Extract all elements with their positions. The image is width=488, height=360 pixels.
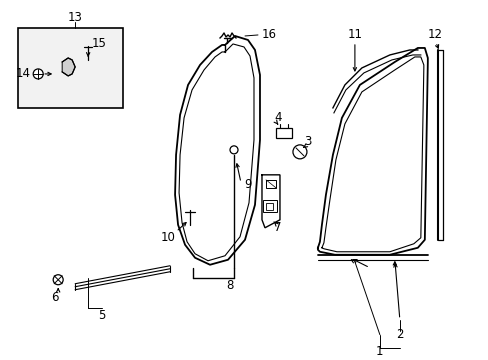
Bar bbox=[265, 203, 272, 210]
Text: 5: 5 bbox=[98, 309, 105, 322]
Circle shape bbox=[53, 275, 63, 285]
Text: 11: 11 bbox=[346, 28, 362, 41]
Text: 6: 6 bbox=[51, 291, 59, 304]
Bar bbox=[265, 180, 275, 188]
Text: 13: 13 bbox=[67, 12, 82, 24]
Circle shape bbox=[33, 69, 43, 79]
Ellipse shape bbox=[229, 146, 238, 154]
Text: 12: 12 bbox=[427, 28, 442, 41]
Bar bbox=[263, 200, 276, 212]
Text: 8: 8 bbox=[226, 279, 233, 292]
Bar bbox=[275, 128, 291, 138]
Text: 7: 7 bbox=[274, 221, 281, 234]
Text: 1: 1 bbox=[375, 345, 383, 358]
Bar bbox=[18, 28, 123, 108]
Text: 4: 4 bbox=[274, 111, 281, 125]
Polygon shape bbox=[62, 58, 75, 76]
Text: 15: 15 bbox=[92, 37, 107, 50]
Text: 16: 16 bbox=[262, 28, 276, 41]
Circle shape bbox=[292, 145, 306, 159]
Text: 3: 3 bbox=[304, 135, 311, 148]
Text: 14: 14 bbox=[15, 67, 30, 80]
Text: 2: 2 bbox=[395, 328, 403, 341]
Text: 10: 10 bbox=[160, 231, 175, 244]
Text: 9: 9 bbox=[244, 178, 251, 191]
